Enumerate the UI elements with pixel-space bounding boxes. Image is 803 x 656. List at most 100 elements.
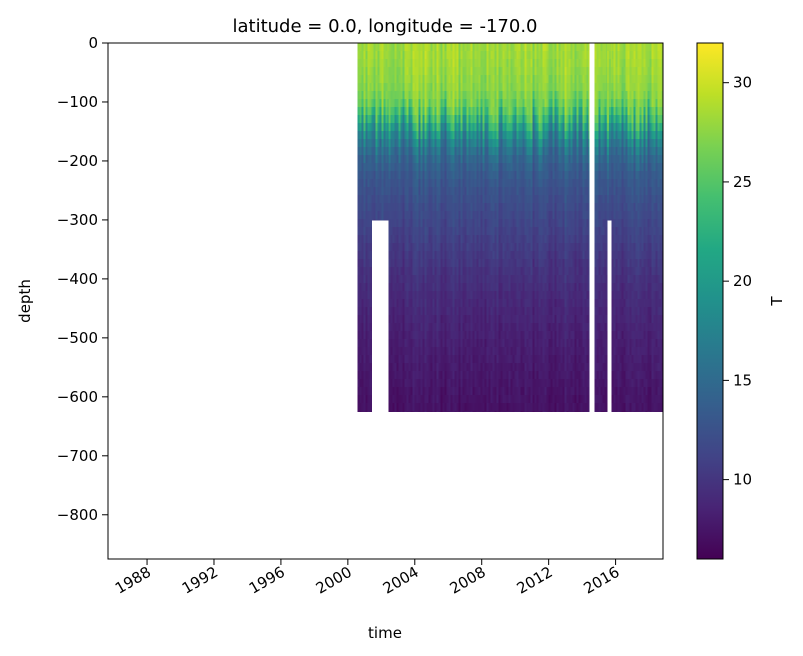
heatmap-cell [500,43,503,52]
heatmap-cell [482,227,485,236]
heatmap-cell [510,307,513,316]
heatmap-cell [426,123,429,132]
heatmap-cell [371,67,374,76]
heatmap-cell [448,227,451,236]
heatmap-cell [365,299,369,308]
heatmap-cell [482,331,485,340]
heatmap-cell [363,163,367,172]
heatmap-cell [514,307,517,316]
heatmap-cell [566,187,569,196]
heatmap-cell [506,235,509,244]
heatmap-cell [410,83,413,92]
heatmap-cell [464,91,467,100]
heatmap-cell [474,411,477,412]
heatmap-cell [570,371,573,380]
heatmap-cell [446,395,449,404]
heatmap-cell [456,115,459,124]
heatmap-cell [359,219,363,228]
heatmap-cell [500,251,503,260]
heatmap-cell [361,339,365,348]
heatmap-cell [478,171,481,180]
heatmap-cell [420,347,423,356]
heatmap-cell [365,323,369,332]
heatmap-cell [434,411,437,412]
heatmap-cell [438,155,441,164]
heatmap-cell [462,211,465,220]
heatmap-cell [440,395,443,404]
heatmap-column [520,43,523,412]
heatmap-cell [484,107,487,116]
heatmap-cell [402,139,405,148]
heatmap-cell [454,115,457,124]
heatmap-cell [452,211,455,220]
heatmap-cell [476,403,479,412]
heatmap-cell [560,267,563,276]
heatmap-cell [558,227,561,236]
heatmap-cell [502,355,505,364]
heatmap-cell [504,411,507,412]
heatmap-cell [500,355,503,364]
heatmap-cell [478,387,481,396]
heatmap-cell [452,283,455,292]
heatmap-cell [387,195,389,204]
heatmap-cell [448,363,451,372]
heatmap-cell [524,227,527,236]
heatmap-cell [558,75,561,84]
heatmap-cell [430,291,433,300]
heatmap-cell [510,267,513,276]
heatmap-cell [474,323,477,332]
heatmap-cell [458,355,461,364]
heatmap-cell [480,51,483,60]
heatmap-cell [570,235,573,244]
heatmap-cell [500,107,503,116]
heatmap-cell [468,115,471,124]
heatmap-cell [534,259,537,268]
heatmap-cell [428,51,431,60]
heatmap-cell [568,339,571,348]
heatmap-cell [432,99,435,108]
heatmap-cell [562,179,565,188]
heatmap-cell [412,299,415,308]
heatmap-cell [564,379,567,388]
heatmap-cell [390,195,393,204]
heatmap-cell [440,179,443,188]
heatmap-cell [520,115,523,124]
heatmap-cell [390,155,393,164]
heatmap-cell [468,243,471,252]
heatmap-cell [426,259,429,268]
heatmap-cell [550,339,553,348]
heatmap-cell [472,227,475,236]
heatmap-cell [410,387,413,396]
heatmap-cell [404,43,407,52]
heatmap-cell [550,395,553,404]
heatmap-cell [367,51,371,60]
heatmap-cell [424,315,427,324]
heatmap-cell [381,115,384,124]
heatmap-cell [426,75,429,84]
heatmap-cell [522,91,525,100]
heatmap-cell [560,251,563,260]
heatmap-cell [440,203,443,212]
heatmap-cell [532,363,535,372]
heatmap-cell [438,131,441,140]
heatmap-cell [550,147,553,156]
heatmap-cell [388,411,391,412]
heatmap-cell [528,147,531,156]
heatmap-cell [454,179,457,188]
heatmap-cell [385,147,388,156]
heatmap-cell [496,347,499,356]
heatmap-cell [412,131,415,140]
heatmap-cell [438,363,441,372]
heatmap-cell [410,259,413,268]
heatmap-cell [387,123,389,132]
heatmap-cell [474,171,477,180]
heatmap-cell [520,171,523,180]
heatmap-cell [540,91,543,100]
heatmap-cell [520,387,523,396]
heatmap-cell [548,403,551,412]
heatmap-cell [424,115,427,124]
heatmap-cell [424,363,427,372]
heatmap-cell [558,163,561,172]
heatmap-cell [508,67,511,76]
heatmap-cell [534,43,537,52]
